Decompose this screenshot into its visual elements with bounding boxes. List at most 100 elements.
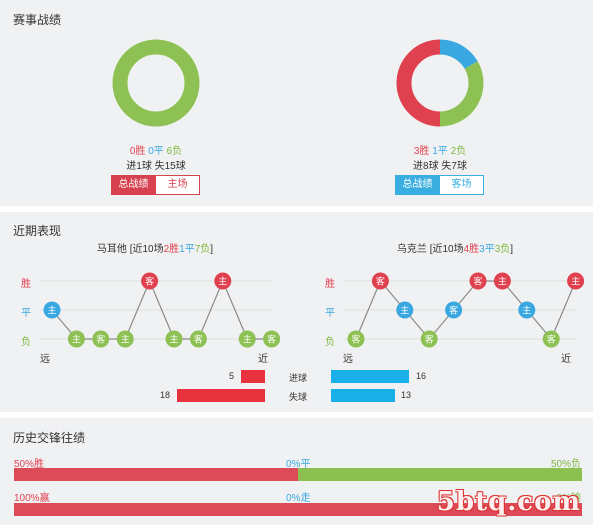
right-match-point[interactable]: 主 — [567, 272, 584, 290]
left-match-venue-label: 主 — [218, 276, 227, 288]
right-match-point[interactable]: 客 — [420, 330, 438, 348]
left-match-venue-label: 客 — [194, 334, 203, 346]
left-match-marker — [165, 330, 183, 348]
history-row2-win-label: 100%赢 — [14, 493, 50, 504]
right-win-count: 3胜 — [413, 146, 430, 157]
right-match-point[interactable]: 主 — [493, 272, 511, 290]
right-recent-suffix: ] — [510, 244, 514, 255]
right-recent-draw: 3平 — [479, 244, 495, 255]
right-recent-header: 乌克兰 [近10场4胜3平3负] — [360, 240, 550, 255]
right-match-point[interactable]: 主 — [396, 301, 414, 319]
left-form-chart: 主主客主客主 客主主客 — [40, 272, 280, 348]
left-near-label: 近 — [258, 354, 268, 365]
left-match-marker — [238, 330, 256, 348]
left-match-point[interactable]: 主 — [214, 272, 232, 290]
left-y-label-win: 胜 — [21, 279, 31, 290]
right-goals-summary: 进8球 失7球 — [413, 161, 467, 172]
right-record-summary: 3胜 1平 2负 — [390, 142, 490, 157]
right-tab-away[interactable]: 客场 — [439, 175, 484, 195]
left-match-venue-label: 主 — [243, 334, 252, 346]
right-match-point[interactable]: 主 — [518, 301, 536, 319]
right-donut-slice-win — [396, 39, 441, 127]
left-match-marker — [67, 330, 85, 348]
left-match-marker — [263, 330, 280, 348]
left-form-line — [51, 279, 272, 340]
left-match-venue-label: 客 — [145, 276, 154, 288]
left-win-count: 0胜 — [129, 146, 146, 157]
left-record-summary: 0胜 0平 6负 — [106, 142, 206, 157]
right-match-marker — [445, 301, 463, 319]
left-scored-value: 5 — [229, 371, 235, 381]
left-scored-bar — [240, 370, 265, 383]
history-row1-win-label: 50%胜 — [14, 459, 45, 470]
right-y-label-loss: 负 — [325, 337, 335, 348]
left-conceded-value: 18 — [160, 390, 171, 400]
left-match-venue-label: 主 — [121, 334, 130, 346]
section-divider — [0, 412, 593, 418]
left-draw-count: 0平 — [148, 146, 164, 157]
left-match-point[interactable]: 客 — [92, 330, 110, 348]
right-draw-count: 1平 — [432, 146, 448, 157]
left-match-venue-label: 主 — [169, 334, 178, 346]
conceded-label: 失球 — [288, 392, 307, 402]
right-match-marker — [347, 330, 365, 348]
right-y-label-win: 胜 — [325, 279, 335, 290]
right-match-venue-label: 主 — [522, 305, 531, 317]
right-conceded-value: 13 — [401, 390, 412, 400]
right-match-point[interactable]: 客 — [347, 330, 365, 348]
history-row2-push-label: 0%走 — [286, 493, 311, 504]
right-tab-total[interactable]: 总战绩 — [395, 175, 440, 195]
left-match-point[interactable]: 客 — [189, 330, 207, 348]
left-conceded-bar — [176, 389, 265, 402]
history-row1-draw-label: 0%平 — [286, 459, 311, 470]
left-match-point[interactable]: 主 — [238, 330, 256, 348]
left-match-marker — [189, 330, 207, 348]
right-conceded-bar — [331, 389, 395, 402]
left-match-point[interactable]: 客 — [141, 272, 159, 290]
history-row1-loss-bar — [298, 468, 582, 481]
left-donut-slice-loss — [112, 39, 200, 127]
recent-title: 近期表现 — [13, 224, 62, 238]
left-match-point[interactable]: 主 — [165, 330, 183, 348]
right-match-venue-label: 客 — [449, 305, 458, 317]
left-tab-home[interactable]: 主场 — [155, 175, 200, 195]
right-recent-win: 4胜 — [463, 244, 480, 255]
right-match-point[interactable]: 客 — [371, 272, 389, 290]
right-team-name: 乌克兰 — [396, 244, 427, 255]
left-recent-suffix: ] — [210, 244, 214, 255]
left-match-marker — [43, 301, 61, 319]
left-match-marker — [141, 272, 159, 290]
left-match-point[interactable]: 主 — [67, 330, 85, 348]
summary-title: 赛事战绩 — [13, 13, 62, 27]
right-match-point[interactable]: 客 — [445, 301, 463, 319]
history-row2-lose-label: 0%输 — [556, 493, 581, 504]
history-panel: 历史交锋往绩 50%胜 0%平 50%负 100%赢 0%走 0%输 5btq.… — [0, 418, 593, 525]
right-record-donut — [396, 39, 484, 127]
right-match-point[interactable]: 客 — [542, 330, 560, 348]
right-match-marker — [396, 301, 414, 319]
left-match-point[interactable]: 客 — [263, 330, 280, 348]
left-match-point[interactable]: 主 — [116, 330, 134, 348]
right-match-venue-label: 主 — [498, 276, 507, 288]
right-match-marker — [542, 330, 560, 348]
right-form-line — [355, 279, 577, 341]
right-match-marker — [420, 330, 438, 348]
right-match-marker — [493, 272, 511, 290]
right-match-venue-label: 客 — [425, 334, 434, 346]
left-match-point[interactable]: 主 — [43, 301, 61, 319]
left-tab-total[interactable]: 总战绩 — [111, 175, 156, 195]
right-donut-slice-draw — [439, 39, 478, 70]
left-match-marker — [214, 272, 232, 290]
right-far-label: 远 — [343, 354, 353, 365]
left-recent-prefix: [近10场 — [126, 244, 164, 255]
right-match-venue-label: 客 — [473, 276, 482, 288]
summary-panel: 赛事战绩 0胜 0平 6负 进1球 失15球 总战绩 主场 3胜 1平 2负 进… — [0, 0, 593, 205]
right-match-marker — [518, 301, 536, 319]
left-match-marker — [92, 330, 110, 348]
right-loss-count: 2负 — [450, 146, 467, 157]
left-match-venue-label: 主 — [72, 334, 81, 346]
right-match-marker — [567, 272, 584, 290]
left-y-label-loss: 负 — [21, 337, 31, 348]
right-match-point[interactable]: 客 — [469, 272, 487, 290]
left-far-label: 远 — [40, 354, 50, 365]
